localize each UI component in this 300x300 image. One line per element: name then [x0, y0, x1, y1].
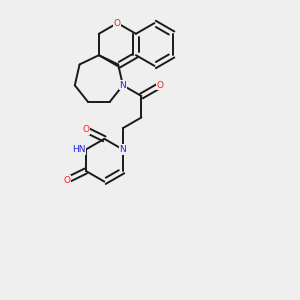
Text: O: O: [114, 19, 121, 28]
Text: O: O: [64, 176, 71, 184]
Text: N: N: [119, 81, 126, 90]
Text: HN: HN: [72, 145, 86, 154]
Text: O: O: [157, 81, 164, 90]
Text: O: O: [82, 125, 89, 134]
Text: N: N: [119, 145, 126, 154]
